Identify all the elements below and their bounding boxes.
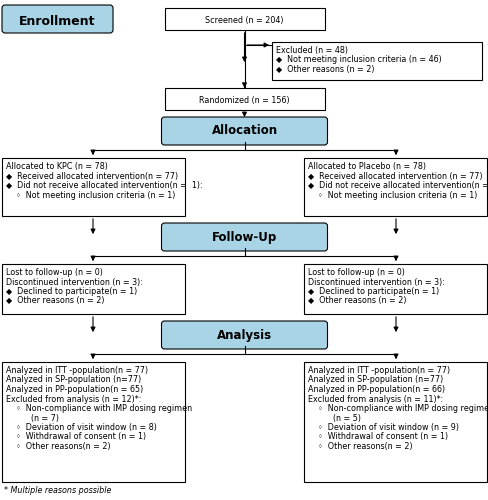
FancyBboxPatch shape — [2, 264, 184, 314]
Text: Enrollment: Enrollment — [19, 15, 96, 28]
Text: Allocated to Placebo (n = 78): Allocated to Placebo (n = 78) — [307, 162, 425, 171]
FancyBboxPatch shape — [164, 8, 324, 30]
Text: ◆  Declined to participate(n = 1): ◆ Declined to participate(n = 1) — [6, 287, 137, 296]
Text: Analysis: Analysis — [217, 328, 271, 342]
Text: ◦  Non-compliance with IMP dosing regimen: ◦ Non-compliance with IMP dosing regimen — [307, 404, 488, 413]
Text: ◦  Withdrawal of consent (n = 1): ◦ Withdrawal of consent (n = 1) — [307, 432, 447, 442]
FancyBboxPatch shape — [271, 42, 481, 80]
Text: Screened (n = 204): Screened (n = 204) — [205, 16, 283, 25]
Text: Lost to follow-up (n = 0): Lost to follow-up (n = 0) — [6, 268, 102, 277]
Text: ◆  Did not receive allocated intervention(n =  1):: ◆ Did not receive allocated intervention… — [6, 181, 202, 190]
FancyBboxPatch shape — [304, 264, 486, 314]
Text: Discontinued intervention (n = 3):: Discontinued intervention (n = 3): — [6, 278, 142, 286]
Text: Follow-Up: Follow-Up — [211, 230, 277, 243]
Text: ◆  Did not receive allocated intervention(n =  1):: ◆ Did not receive allocated intervention… — [307, 181, 488, 190]
Text: ◦  Other reasons(n = 2): ◦ Other reasons(n = 2) — [307, 442, 412, 451]
Text: Discontinued intervention (n = 3):: Discontinued intervention (n = 3): — [307, 278, 444, 286]
FancyBboxPatch shape — [2, 5, 113, 33]
Text: ◦  Deviation of visit window (n = 9): ◦ Deviation of visit window (n = 9) — [307, 423, 458, 432]
FancyBboxPatch shape — [2, 158, 184, 216]
FancyBboxPatch shape — [164, 88, 324, 110]
Text: ◦  Other reasons(n = 2): ◦ Other reasons(n = 2) — [6, 442, 110, 451]
Text: Excluded from analysis (n = 12)*:: Excluded from analysis (n = 12)*: — [6, 394, 141, 404]
Text: ◦  Not meeting inclusion criteria (n = 1): ◦ Not meeting inclusion criteria (n = 1) — [6, 190, 175, 200]
FancyBboxPatch shape — [161, 117, 327, 145]
Text: Analyzed in ITT -population(n = 77): Analyzed in ITT -population(n = 77) — [307, 366, 449, 375]
Text: ◆  Received allocated intervention(n = 77): ◆ Received allocated intervention(n = 77… — [6, 172, 178, 180]
Text: ◦  Deviation of visit window (n = 8): ◦ Deviation of visit window (n = 8) — [6, 423, 157, 432]
Text: ◆  Not meeting inclusion criteria (n = 46): ◆ Not meeting inclusion criteria (n = 46… — [275, 56, 441, 64]
Text: Allocated to KPC (n = 78): Allocated to KPC (n = 78) — [6, 162, 108, 171]
Text: ◦  Withdrawal of consent (n = 1): ◦ Withdrawal of consent (n = 1) — [6, 432, 146, 442]
Text: ◆  Other reasons (n = 2): ◆ Other reasons (n = 2) — [6, 296, 104, 306]
Text: ◆  Other reasons (n = 2): ◆ Other reasons (n = 2) — [275, 65, 374, 74]
Text: Analyzed in PP-population(n = 65): Analyzed in PP-population(n = 65) — [6, 385, 143, 394]
Text: ◦  Not meeting inclusion criteria (n = 1): ◦ Not meeting inclusion criteria (n = 1) — [307, 190, 476, 200]
FancyBboxPatch shape — [161, 223, 327, 251]
Text: (n = 5): (n = 5) — [307, 414, 360, 422]
FancyBboxPatch shape — [2, 362, 184, 482]
FancyBboxPatch shape — [304, 158, 486, 216]
Text: (n = 7): (n = 7) — [6, 414, 59, 422]
Text: Allocation: Allocation — [211, 124, 277, 138]
Text: Analyzed in ITT -population(n = 77): Analyzed in ITT -population(n = 77) — [6, 366, 148, 375]
Text: Excluded from analysis (n = 11)*:: Excluded from analysis (n = 11)*: — [307, 394, 442, 404]
Text: ◆  Other reasons (n = 2): ◆ Other reasons (n = 2) — [307, 296, 406, 306]
FancyBboxPatch shape — [304, 362, 486, 482]
Text: ◦  Non-compliance with IMP dosing regimen: ◦ Non-compliance with IMP dosing regimen — [6, 404, 192, 413]
Text: Randomized (n = 156): Randomized (n = 156) — [199, 96, 289, 105]
Text: Analyzed in PP-population(n = 66): Analyzed in PP-population(n = 66) — [307, 385, 444, 394]
Text: Analyzed in SP-population (n=77): Analyzed in SP-population (n=77) — [307, 376, 442, 384]
Text: Excluded (n = 48): Excluded (n = 48) — [275, 46, 347, 55]
Text: * Multiple reasons possible: * Multiple reasons possible — [4, 486, 111, 495]
Text: Lost to follow-up (n = 0): Lost to follow-up (n = 0) — [307, 268, 404, 277]
Text: Analyzed in SP-population (n=77): Analyzed in SP-population (n=77) — [6, 376, 141, 384]
Text: ◆  Received allocated intervention (n = 77): ◆ Received allocated intervention (n = 7… — [307, 172, 482, 180]
Text: ◆  Declined to participate(n = 1): ◆ Declined to participate(n = 1) — [307, 287, 438, 296]
FancyBboxPatch shape — [161, 321, 327, 349]
